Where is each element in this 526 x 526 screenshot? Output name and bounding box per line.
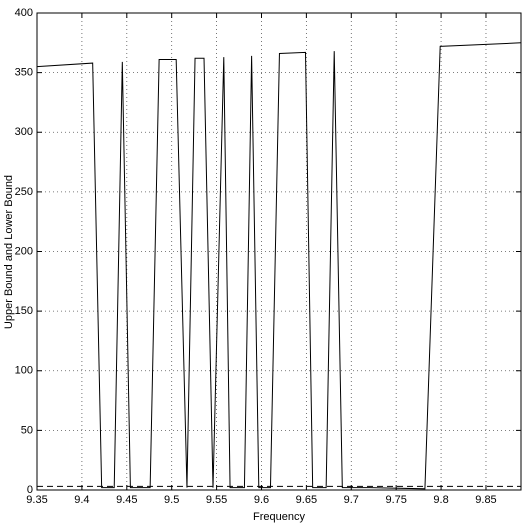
x-tick-label: 9.85 [475, 494, 496, 506]
y-tick-label: 400 [15, 7, 33, 19]
x-tick-label: 9.65 [296, 494, 317, 506]
x-tick-label: 9.5 [164, 494, 179, 506]
x-tick-label: 9.8 [433, 494, 448, 506]
y-tick-label: 150 [15, 305, 33, 317]
y-tick-label: 300 [15, 126, 33, 138]
x-axis-label: Frequency [253, 511, 305, 523]
x-tick-label: 9.4 [74, 494, 89, 506]
y-tick-label: 200 [15, 245, 33, 257]
plot-lines [36, 42, 522, 490]
y-tick-label: 50 [21, 424, 33, 436]
y-tick-label: 100 [15, 365, 33, 377]
x-tick-label: 9.45 [116, 494, 137, 506]
x-tick-label: 9.75 [385, 494, 406, 506]
x-tick-label: 9.6 [254, 494, 269, 506]
y-tick-label: 0 [27, 484, 33, 496]
series-line [36, 42, 522, 490]
y-tick-label: 350 [15, 67, 33, 79]
x-tick-label: 9.35 [26, 494, 47, 506]
y-tick-label: 250 [15, 186, 33, 198]
x-tick-label: 9.55 [206, 494, 227, 506]
x-tick-label: 9.7 [344, 494, 359, 506]
y-axis-label: Upper Bound and Lower Bound [3, 175, 15, 329]
